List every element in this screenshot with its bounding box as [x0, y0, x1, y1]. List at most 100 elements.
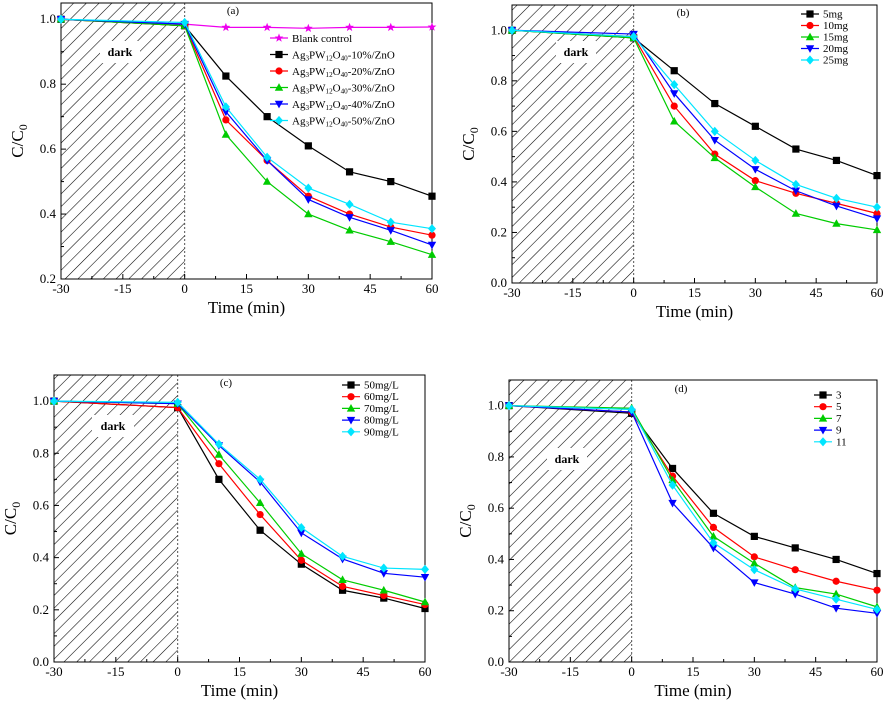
series-5 — [50, 396, 429, 574]
dark-label-box — [92, 415, 134, 437]
series-line — [53, 400, 426, 570]
legend-marker — [818, 426, 828, 435]
data-point — [255, 498, 265, 507]
legend-item: 11 — [814, 436, 847, 448]
dark-label: dark — [564, 45, 589, 59]
data-point — [427, 22, 437, 31]
legend-item: Blank control — [270, 33, 352, 45]
legend-label: 20mg — [823, 43, 849, 55]
x-tick-label: 15 — [688, 285, 701, 300]
data-point — [50, 396, 58, 406]
y-tick-label: 1.0 — [40, 11, 56, 26]
data-point — [791, 209, 801, 217]
data-point — [670, 90, 679, 98]
legend-label: 11 — [836, 436, 847, 448]
data-point — [751, 177, 759, 185]
data-point — [297, 529, 306, 538]
dark-label-box — [556, 41, 596, 63]
data-point — [338, 586, 347, 594]
data-point — [57, 14, 65, 24]
y-tick-label: 0.8 — [40, 76, 56, 91]
data-point — [303, 23, 313, 33]
legend-item: Ag3PW12O40-30%/ZnO — [270, 82, 395, 95]
data-point — [338, 551, 347, 561]
x-tick-label: -15 — [564, 285, 581, 300]
legend-label: 7 — [836, 413, 842, 425]
series-line — [511, 29, 878, 208]
legend-item: 5mg — [801, 9, 843, 21]
data-point — [709, 523, 718, 532]
data-point — [345, 225, 354, 234]
y-tick-label: 0.4 — [40, 206, 57, 221]
data-point — [791, 566, 799, 574]
data-point — [831, 589, 841, 598]
legend-marker — [818, 414, 828, 422]
data-point — [215, 460, 223, 468]
legend-item: 20mg — [801, 43, 849, 55]
dark-label: dark — [108, 45, 133, 59]
data-point — [508, 25, 516, 35]
legend-marker — [275, 50, 283, 59]
x-tick-label: -30 — [45, 664, 62, 679]
legend-item: 50mg/L — [342, 380, 399, 392]
legend-marker — [805, 45, 815, 53]
series-5 — [505, 401, 881, 615]
y-tick-label: 0.6 — [491, 123, 508, 138]
data-point — [222, 72, 230, 80]
data-point — [386, 227, 395, 235]
data-point — [427, 250, 437, 258]
x-tick-label: 45 — [810, 285, 823, 300]
x-tick-label: 60 — [871, 664, 884, 679]
legend-marker — [806, 21, 814, 30]
data-point — [709, 531, 718, 540]
legend-item: 80mg/L — [342, 415, 399, 427]
x-tick-label: 45 — [357, 664, 370, 679]
series-line — [53, 400, 426, 578]
data-point — [262, 22, 272, 32]
data-point — [215, 475, 223, 483]
data-point — [668, 464, 677, 473]
y-tick-label: 0.4 — [33, 550, 50, 565]
y-axis-title: C/C0 — [456, 504, 478, 537]
y-tick-label: 0.4 — [488, 551, 505, 566]
data-point — [256, 474, 265, 484]
legend-item: Ag3PW12O40-40%/ZnO — [270, 99, 395, 112]
data-point — [420, 597, 430, 606]
series-line — [508, 405, 878, 611]
y-axis-title: C/C0 — [8, 124, 30, 157]
legend-marker — [819, 437, 827, 447]
data-point — [668, 499, 677, 508]
series-5 — [508, 25, 881, 212]
x-tick-label: 30 — [295, 664, 308, 679]
series-line — [511, 29, 878, 231]
series-line — [60, 18, 433, 29]
data-point — [345, 214, 354, 222]
legend-item: 15mg — [801, 32, 849, 44]
legend-marker — [347, 393, 355, 401]
panel-label: (b) — [677, 7, 690, 19]
data-point — [222, 116, 230, 124]
legend-item: 5 — [814, 401, 842, 413]
data-point — [386, 22, 396, 32]
x-tick-label: 0 — [174, 664, 181, 679]
y-tick-label: 0.0 — [491, 275, 507, 290]
data-point — [379, 570, 388, 578]
y-axis-title: C/C0 — [459, 127, 481, 160]
x-tick-label: 45 — [809, 664, 822, 679]
x-tick-label: -15 — [114, 281, 131, 296]
data-point — [421, 564, 429, 574]
legend-marker — [275, 67, 283, 75]
data-point — [791, 179, 800, 190]
data-point — [386, 237, 395, 245]
data-point — [304, 142, 312, 150]
data-point — [304, 183, 313, 193]
panel-label: (c) — [220, 377, 233, 389]
series-line — [53, 400, 426, 606]
x-tick-label: -30 — [52, 281, 69, 296]
x-tick-label: -15 — [562, 664, 579, 679]
series-line — [53, 400, 426, 603]
data-point — [256, 526, 264, 534]
dark-label-box — [100, 41, 140, 63]
